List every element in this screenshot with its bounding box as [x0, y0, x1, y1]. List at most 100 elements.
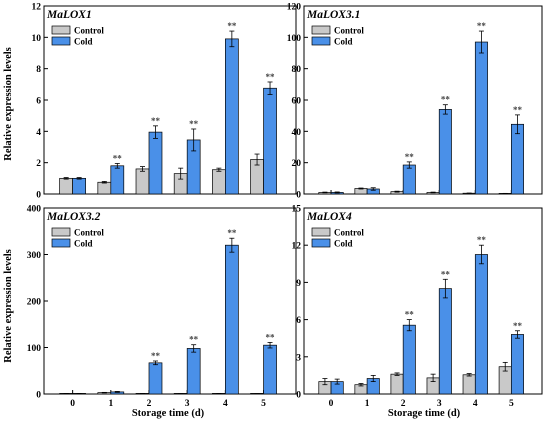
significance-label: ** [266, 72, 276, 82]
plot-frame [303, 207, 543, 395]
legend-swatch-control [311, 227, 331, 237]
y-tick-label: 12 [32, 3, 42, 13]
y-tick-label: 6 [296, 316, 301, 326]
s1-bar-4 [474, 254, 488, 395]
panel-title: MaLOX3.2 [46, 211, 101, 223]
legend-label-cold: Cold [334, 239, 353, 249]
x-tick-label: 4 [473, 399, 478, 409]
significance-label: ** [189, 335, 199, 345]
x-tick-label: 2 [147, 399, 152, 409]
y-tick-label: 6 [36, 97, 41, 107]
s0-bar-2 [390, 373, 404, 395]
y-tick-label: 2 [36, 159, 41, 169]
legend-label-control: Control [74, 228, 104, 238]
shared-ylabel-bottom: Relative expression levels [3, 249, 14, 363]
s0-bar-1 [97, 181, 112, 195]
significance-label: ** [513, 321, 523, 331]
x-tick-label: 4 [223, 399, 228, 409]
legend-label-control: Control [334, 26, 364, 36]
panel-title: MaLOX3.1 [306, 9, 360, 21]
legend-swatch-control [51, 25, 71, 35]
x-tick-label: 2 [401, 399, 406, 409]
significance-label: ** [227, 228, 237, 238]
y-tick-label: 40 [292, 128, 302, 138]
significance-label: ** [266, 332, 276, 342]
y-tick-label: 4 [36, 128, 41, 138]
s1-bar-3 [186, 348, 201, 395]
s1-bar-3 [438, 109, 452, 195]
s1-bar-3 [438, 288, 452, 395]
significance-label: ** [513, 105, 523, 115]
legend-swatch-control [51, 227, 71, 237]
legend-swatch-cold [51, 36, 71, 46]
legend-swatch-cold [311, 238, 331, 248]
x-tick-label: 1 [365, 399, 370, 409]
y-tick-label: 10 [32, 34, 42, 44]
s1-bar-5 [263, 87, 277, 195]
s1-bar-0 [72, 177, 86, 195]
s1-bar-1 [110, 165, 125, 195]
x-tick-label: 3 [437, 399, 442, 409]
x-tick-label: 5 [261, 399, 266, 409]
significance-label: ** [441, 95, 451, 105]
significance-label: ** [151, 116, 161, 126]
s0-bar-2 [135, 168, 150, 195]
s0-bar-4 [462, 374, 476, 395]
s0-bar-0 [59, 177, 73, 195]
panel-malox3-1: MaLOX3.1 0 20 40 60 80 100 120 ** ** ** ** ControlCo… [287, 3, 543, 201]
significance-label: ** [151, 351, 161, 361]
x-tick-label: 0 [70, 399, 75, 409]
panel-title: MaLOX1 [46, 9, 92, 21]
significance-label: ** [441, 269, 451, 279]
s1-bar-4 [225, 38, 239, 195]
y-tick-label: 120 [287, 3, 302, 13]
y-tick-label: 8 [36, 65, 41, 75]
y-tick-label: 3 [296, 353, 301, 363]
y-tick-label: 200 [27, 298, 42, 308]
y-tick-label: 15 [292, 205, 302, 215]
y-tick-label: 300 [27, 251, 42, 261]
legend-label-cold: Cold [74, 239, 93, 249]
significance-label: ** [477, 235, 487, 245]
legend-label-control: Control [74, 26, 104, 36]
significance-label: ** [405, 310, 415, 320]
s1-bar-4 [225, 244, 239, 395]
x-tick-label: 1 [108, 399, 113, 409]
panel-title: MaLOX4 [306, 211, 352, 223]
xlabel-bottom-right: Storage time (d) [388, 408, 461, 419]
significance-label: ** [189, 119, 199, 129]
legend-swatch-cold [311, 36, 331, 46]
s1-bar-2 [402, 164, 416, 195]
y-tick-label: 0 [36, 191, 41, 201]
legend-swatch-control [311, 25, 331, 35]
y-tick-label: 0 [36, 391, 41, 401]
shared-ylabel-top: Relative expression levels [3, 47, 14, 161]
significance-label: ** [227, 21, 237, 31]
x-tick-label: 3 [185, 399, 190, 409]
y-tick-label: 0 [296, 191, 301, 201]
y-tick-label: 400 [27, 205, 42, 215]
significance-label: ** [477, 21, 487, 31]
s1-bar-4 [474, 41, 488, 195]
y-tick-label: 100 [27, 344, 42, 354]
y-tick-label: 80 [292, 65, 302, 75]
s0-bar-4 [212, 169, 226, 195]
y-tick-label: 60 [292, 97, 302, 107]
s1-bar-5 [510, 123, 524, 195]
x-tick-label: 0 [329, 399, 334, 409]
y-tick-label: 0 [296, 391, 301, 401]
panel-malox3-2: MaLOX3.2 0 100 200 300 400 0 1 2 3 4 5 ** ** ** ** Contr… [27, 205, 297, 409]
y-tick-label: 100 [287, 34, 302, 44]
significance-label: ** [405, 152, 415, 162]
xlabel-bottom-left: Storage time (d) [132, 408, 205, 419]
legend-label-control: Control [334, 228, 364, 238]
s1-bar-2 [148, 362, 163, 395]
s1-bar-2 [148, 131, 163, 195]
legend-swatch-cold [51, 238, 71, 248]
x-tick-label: 5 [509, 399, 514, 409]
